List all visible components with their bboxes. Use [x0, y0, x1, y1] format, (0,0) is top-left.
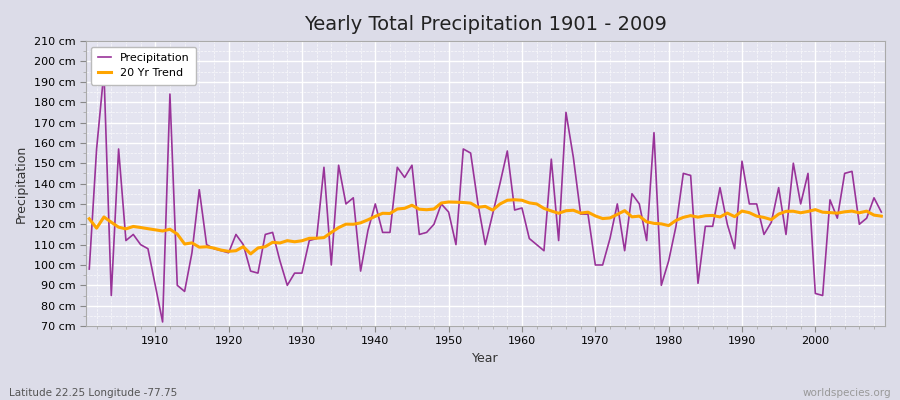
20 Yr Trend: [524, 200, 535, 205]
Legend: Precipitation, 20 Yr Trend: Precipitation, 20 Yr Trend: [91, 47, 196, 85]
20 Yr Trend: [876, 214, 886, 218]
Precipitation: [158, 320, 168, 324]
20 Yr Trend: [84, 216, 94, 221]
Line: 20 Yr Trend: 20 Yr Trend: [89, 200, 881, 254]
20 Yr Trend: [509, 197, 520, 202]
Text: Latitude 22.25 Longitude -77.75: Latitude 22.25 Longitude -77.75: [9, 388, 177, 398]
Precipitation: [619, 248, 630, 253]
Y-axis label: Precipitation: Precipitation: [15, 144, 28, 223]
Precipitation: [876, 210, 886, 214]
X-axis label: Year: Year: [472, 352, 499, 365]
Precipitation: [524, 236, 535, 241]
Precipitation: [319, 165, 329, 170]
Line: Precipitation: Precipitation: [89, 72, 881, 322]
Text: worldspecies.org: worldspecies.org: [803, 388, 891, 398]
20 Yr Trend: [531, 202, 542, 206]
Title: Yearly Total Precipitation 1901 - 2009: Yearly Total Precipitation 1901 - 2009: [304, 15, 667, 34]
20 Yr Trend: [356, 220, 366, 225]
Precipitation: [531, 242, 542, 247]
20 Yr Trend: [142, 226, 153, 231]
Precipitation: [98, 69, 109, 74]
Precipitation: [363, 228, 374, 233]
20 Yr Trend: [311, 236, 322, 241]
20 Yr Trend: [245, 252, 256, 256]
20 Yr Trend: [619, 208, 630, 213]
Precipitation: [150, 283, 161, 288]
Precipitation: [84, 267, 94, 272]
